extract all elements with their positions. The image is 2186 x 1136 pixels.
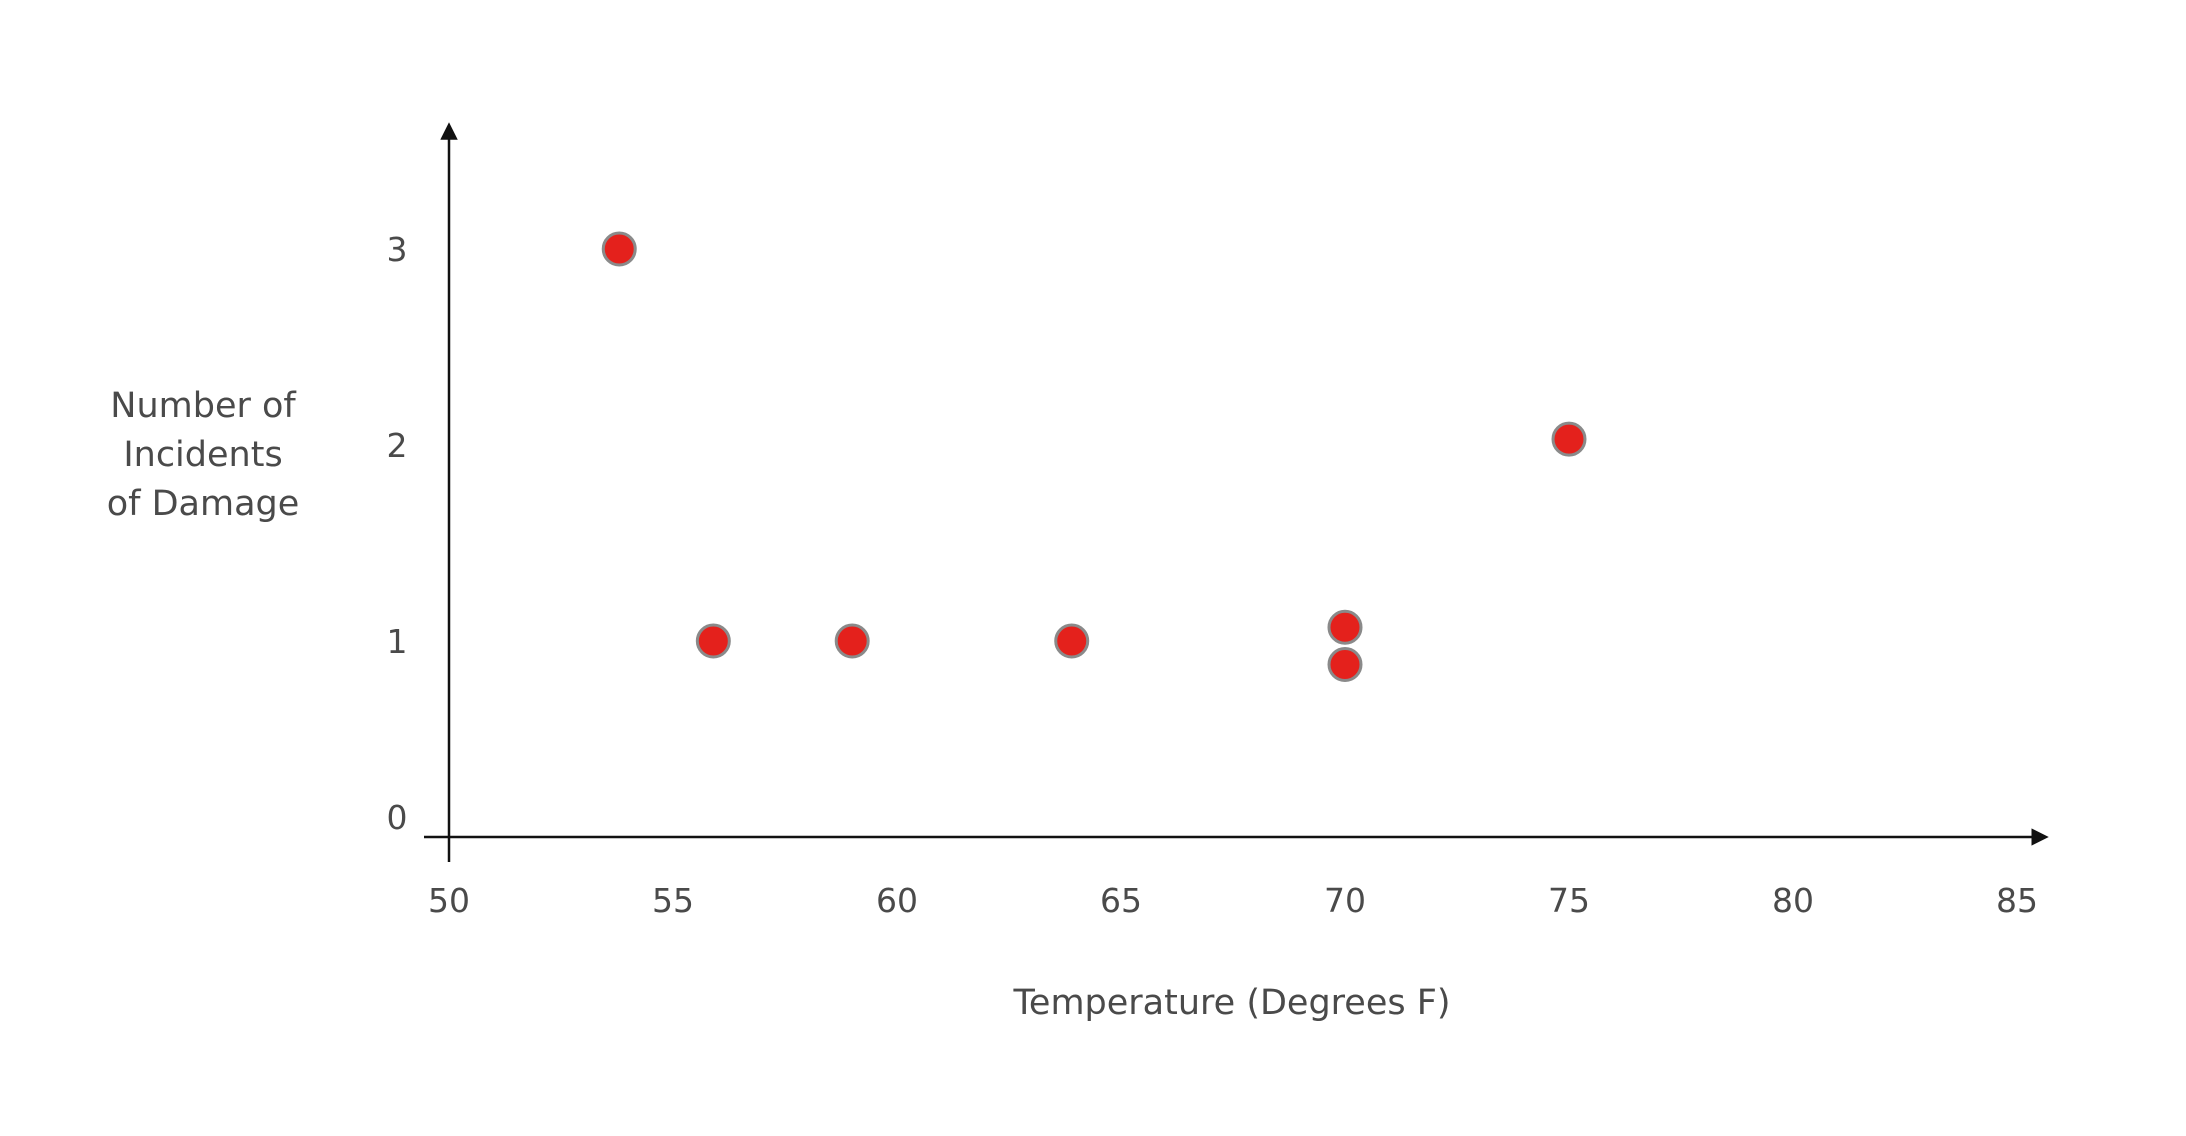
y-axis-title-line-3: of Damage [107,484,300,524]
x-tick-labels: 50 55 60 65 70 75 80 85 [428,881,2038,920]
x-tick-label: 75 [1548,881,1590,920]
x-tick-label: 70 [1324,881,1366,920]
data-point-2 [695,623,731,659]
y-tick-label: 0 [387,798,408,837]
data-points [601,231,1587,683]
y-tick-label: 1 [387,622,408,661]
x-tick-label: 65 [1100,881,1142,920]
x-tick-label: 85 [1996,881,2038,920]
y-tick-label: 3 [387,230,408,269]
data-point-4 [1054,623,1090,659]
data-point-5 [1327,609,1363,645]
data-point-1 [601,231,637,267]
x-tick-label: 80 [1772,881,1814,920]
x-tick-label: 60 [876,881,918,920]
y-tick-labels: 0 1 2 3 [387,230,408,837]
x-tick-label: 50 [428,881,470,920]
data-point-3 [834,623,870,659]
y-axis-title-line-2: Incidents [123,435,282,475]
y-tick-label: 2 [387,426,408,465]
x-axis-title: Temperature (Degrees F) [1012,983,1450,1023]
data-point-7 [1551,421,1587,457]
data-point-6 [1327,647,1363,683]
y-axis-title-line-1: Number of [110,386,296,426]
x-tick-label: 55 [652,881,694,920]
